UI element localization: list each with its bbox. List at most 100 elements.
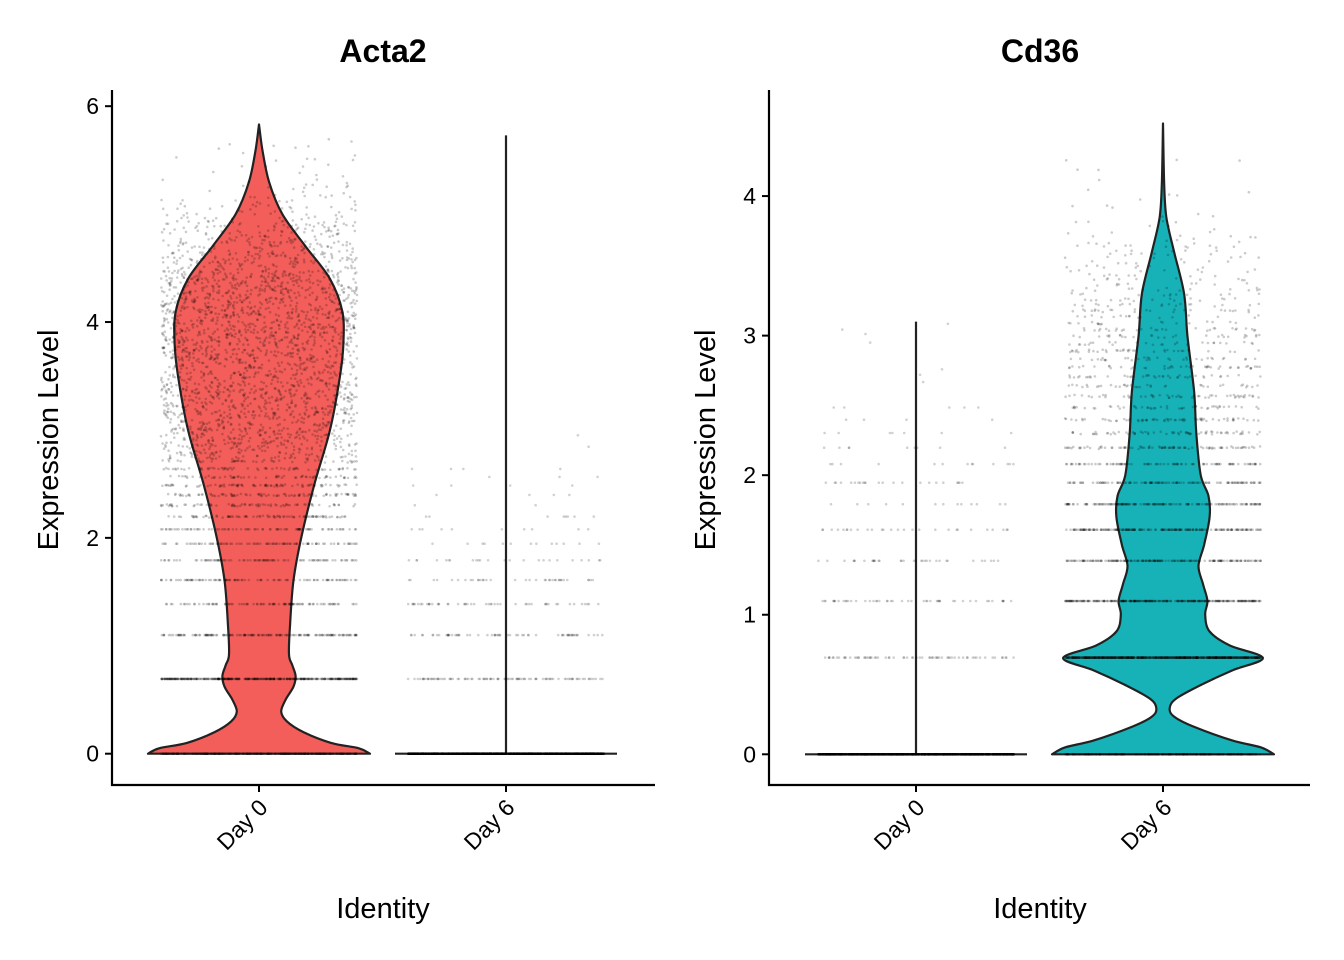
jitter-point: [315, 677, 319, 681]
jitter-point: [239, 373, 242, 376]
jitter-point: [215, 339, 219, 343]
jitter-point: [176, 319, 179, 322]
jitter-point: [210, 402, 214, 405]
jitter-point: [225, 351, 229, 354]
jitter-point: [348, 752, 351, 755]
jitter-point: [227, 441, 230, 445]
jitter-point: [235, 352, 238, 356]
jitter-point: [344, 266, 347, 269]
jitter-point: [218, 390, 221, 394]
jitter-point: [339, 440, 342, 444]
jitter-point: [189, 752, 192, 755]
jitter-point: [336, 278, 340, 282]
jitter-point: [345, 297, 348, 301]
jitter-point: [191, 431, 194, 434]
jitter-point: [332, 241, 336, 245]
jitter-point: [164, 752, 168, 755]
jitter-point: [274, 370, 278, 373]
jitter-point: [342, 287, 346, 290]
jitter-point: [292, 415, 296, 419]
jitter-point: [337, 468, 341, 471]
jitter-point: [171, 297, 174, 301]
jitter-point: [233, 335, 236, 339]
jitter-point: [335, 677, 338, 681]
jitter-point: [330, 515, 334, 518]
jitter-point: [277, 494, 281, 497]
jitter-point: [211, 436, 214, 440]
jitter-point: [211, 319, 215, 323]
jitter-point: [296, 380, 299, 384]
jitter-point: [347, 412, 351, 416]
jitter-point: [348, 677, 352, 681]
jitter-point: [300, 245, 304, 248]
jitter-point: [353, 266, 357, 270]
jitter-point: [314, 633, 318, 637]
jitter-point: [190, 455, 194, 459]
jitter-point: [274, 331, 277, 334]
jitter-point: [195, 401, 199, 405]
jitter-point: [207, 439, 210, 442]
jitter-point: [286, 353, 289, 357]
jitter-point: [345, 240, 349, 244]
jitter-point: [277, 415, 281, 419]
jitter-point: [240, 333, 243, 337]
jitter-point: [233, 371, 237, 375]
jitter-point: [351, 366, 354, 369]
jitter-point: [217, 291, 221, 295]
jitter-point: [306, 310, 309, 314]
jitter-point: [160, 677, 164, 681]
jitter-point: [291, 279, 295, 283]
jitter-point: [345, 181, 349, 185]
jitter-point: [349, 416, 353, 420]
jitter-point: [210, 380, 213, 384]
jitter-point: [161, 178, 164, 182]
jitter-point: [200, 444, 204, 447]
jitter-point: [277, 389, 281, 393]
jitter-point: [236, 484, 239, 487]
jitter-point: [273, 542, 276, 545]
jitter-point: [163, 270, 166, 273]
jitter-point: [341, 455, 344, 459]
jitter-point: [262, 633, 265, 637]
jitter-point: [323, 339, 327, 342]
jitter-point: [176, 299, 179, 303]
jitter-point: [229, 281, 232, 285]
jitter-point: [344, 319, 348, 322]
jitter-point: [179, 281, 182, 284]
jitter-point: [307, 542, 310, 545]
jitter-point: [189, 677, 193, 681]
jitter-point: [261, 503, 265, 506]
jitter-point: [195, 347, 198, 351]
jitter-point: [177, 515, 181, 518]
jitter-point: [331, 338, 334, 342]
jitter-point: [240, 402, 243, 406]
jitter-point: [166, 255, 170, 259]
jitter-point: [260, 366, 263, 370]
jitter-point: [330, 256, 334, 260]
jitter-point: [200, 253, 204, 257]
jitter-point: [251, 353, 255, 357]
jitter-point: [190, 542, 193, 545]
jitter-point: [201, 289, 204, 292]
jitter-point: [176, 431, 179, 435]
jitter-point: [194, 289, 197, 293]
jitter-point: [331, 432, 334, 435]
jitter-point: [262, 381, 266, 385]
jitter-point: [217, 279, 220, 283]
jitter-point: [247, 382, 251, 386]
jitter-point: [217, 467, 220, 471]
jitter-point: [304, 503, 307, 506]
jitter-point: [216, 328, 219, 331]
jitter-point: [294, 476, 297, 479]
jitter-point: [298, 294, 301, 297]
jitter-point: [186, 355, 189, 358]
jitter-point: [199, 257, 203, 261]
jitter-point: [327, 163, 330, 166]
jitter-point: [264, 483, 268, 487]
jitter-point: [183, 339, 187, 343]
jitter-point: [249, 208, 252, 211]
jitter-point: [263, 449, 267, 453]
jitter-point: [308, 335, 312, 339]
jitter-point: [187, 220, 190, 223]
jitter-point: [223, 329, 227, 333]
